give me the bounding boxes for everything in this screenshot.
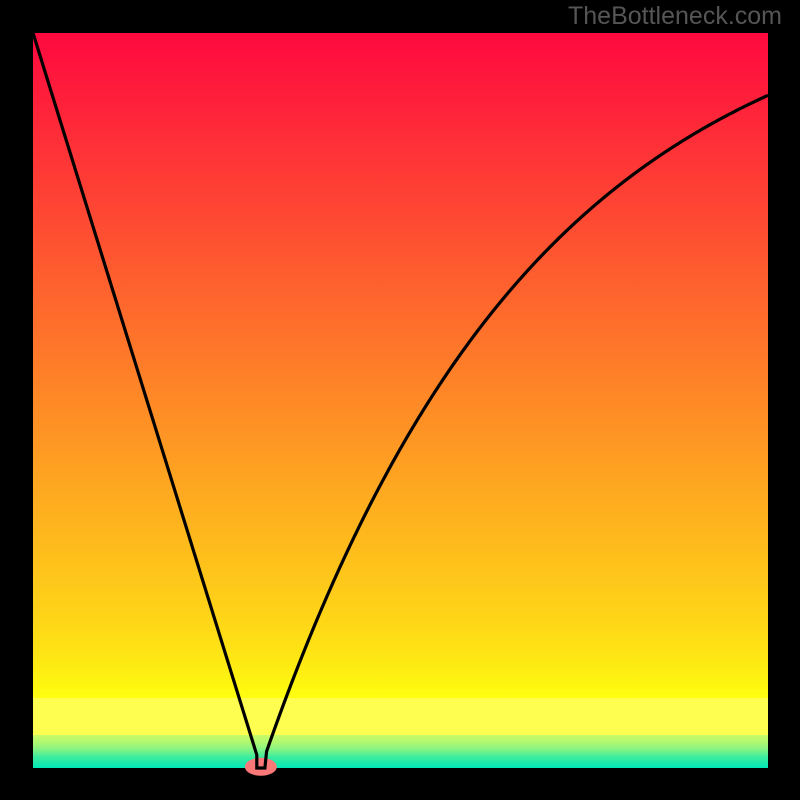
plot-background (33, 33, 768, 768)
bottleneck-chart-svg (0, 0, 800, 800)
watermark-text: TheBottleneck.com (568, 2, 782, 31)
chart-container: { "watermark": { "text": "TheBottleneck.… (0, 0, 800, 800)
